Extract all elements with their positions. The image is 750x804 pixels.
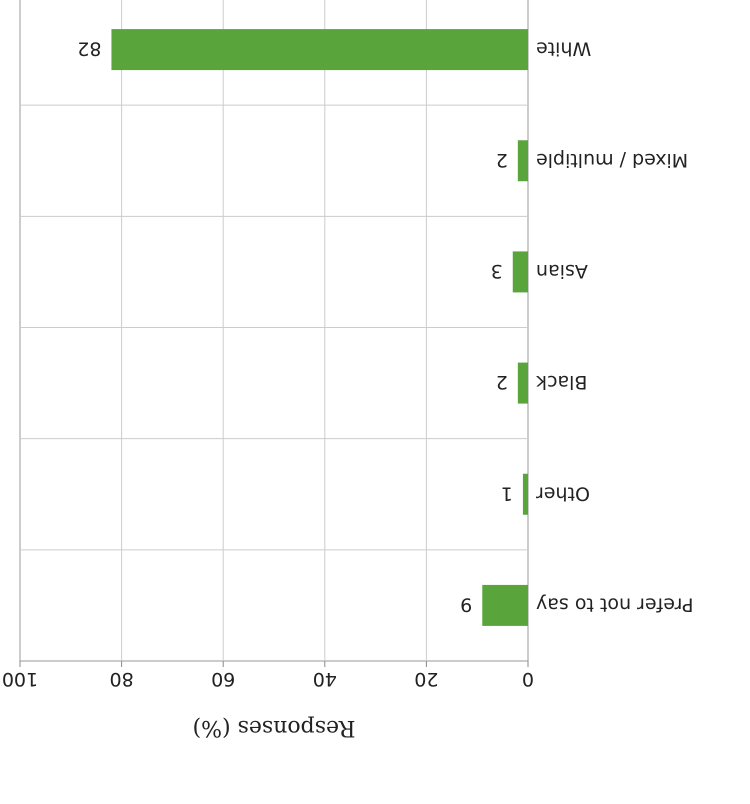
- bar: [522, 473, 528, 515]
- bar: [517, 362, 528, 404]
- x-tick-label: 20: [414, 668, 438, 690]
- category-label: Other: [536, 482, 590, 504]
- bars: 82 2 3 2 1 9: [77, 29, 528, 626]
- bar-value-label: 2: [496, 149, 508, 171]
- x-tick-label: 100: [2, 668, 38, 690]
- category-label: Asian: [536, 260, 588, 282]
- category-label: Prefer not to say: [536, 593, 694, 615]
- bar: [482, 584, 528, 626]
- bar: [517, 140, 528, 182]
- bar-value-label: 1: [501, 482, 513, 504]
- gridlines: [20, 0, 528, 661]
- x-tick-label: 60: [211, 668, 235, 690]
- bar-value-label: 82: [77, 38, 101, 60]
- category-label: Mixed / multiple: [536, 149, 688, 171]
- bar-value-label: 3: [491, 260, 503, 282]
- category-labels: White Mixed / multiple Asian Black Other Pref…: [536, 38, 694, 616]
- plot-area: [19, 0, 529, 662]
- x-tick-label: 40: [313, 668, 337, 690]
- x-axis-title: Responses (%): [192, 715, 355, 740]
- x-tick-label: 0: [522, 668, 534, 690]
- bar-value-label: 9: [460, 593, 472, 615]
- x-tick-label: 80: [110, 668, 134, 690]
- x-axis-ticks: 0 20 40 60 80 100: [2, 661, 534, 690]
- category-label: White: [536, 38, 591, 60]
- bar: [512, 251, 528, 293]
- category-label: Black: [536, 371, 587, 393]
- chart-rotated-group: 82 2 3 2 1 9 0 20 40 60 80 100 White Mixed / multip…: [2, 0, 694, 740]
- bar-value-label: 2: [496, 371, 508, 393]
- bar: [111, 29, 528, 71]
